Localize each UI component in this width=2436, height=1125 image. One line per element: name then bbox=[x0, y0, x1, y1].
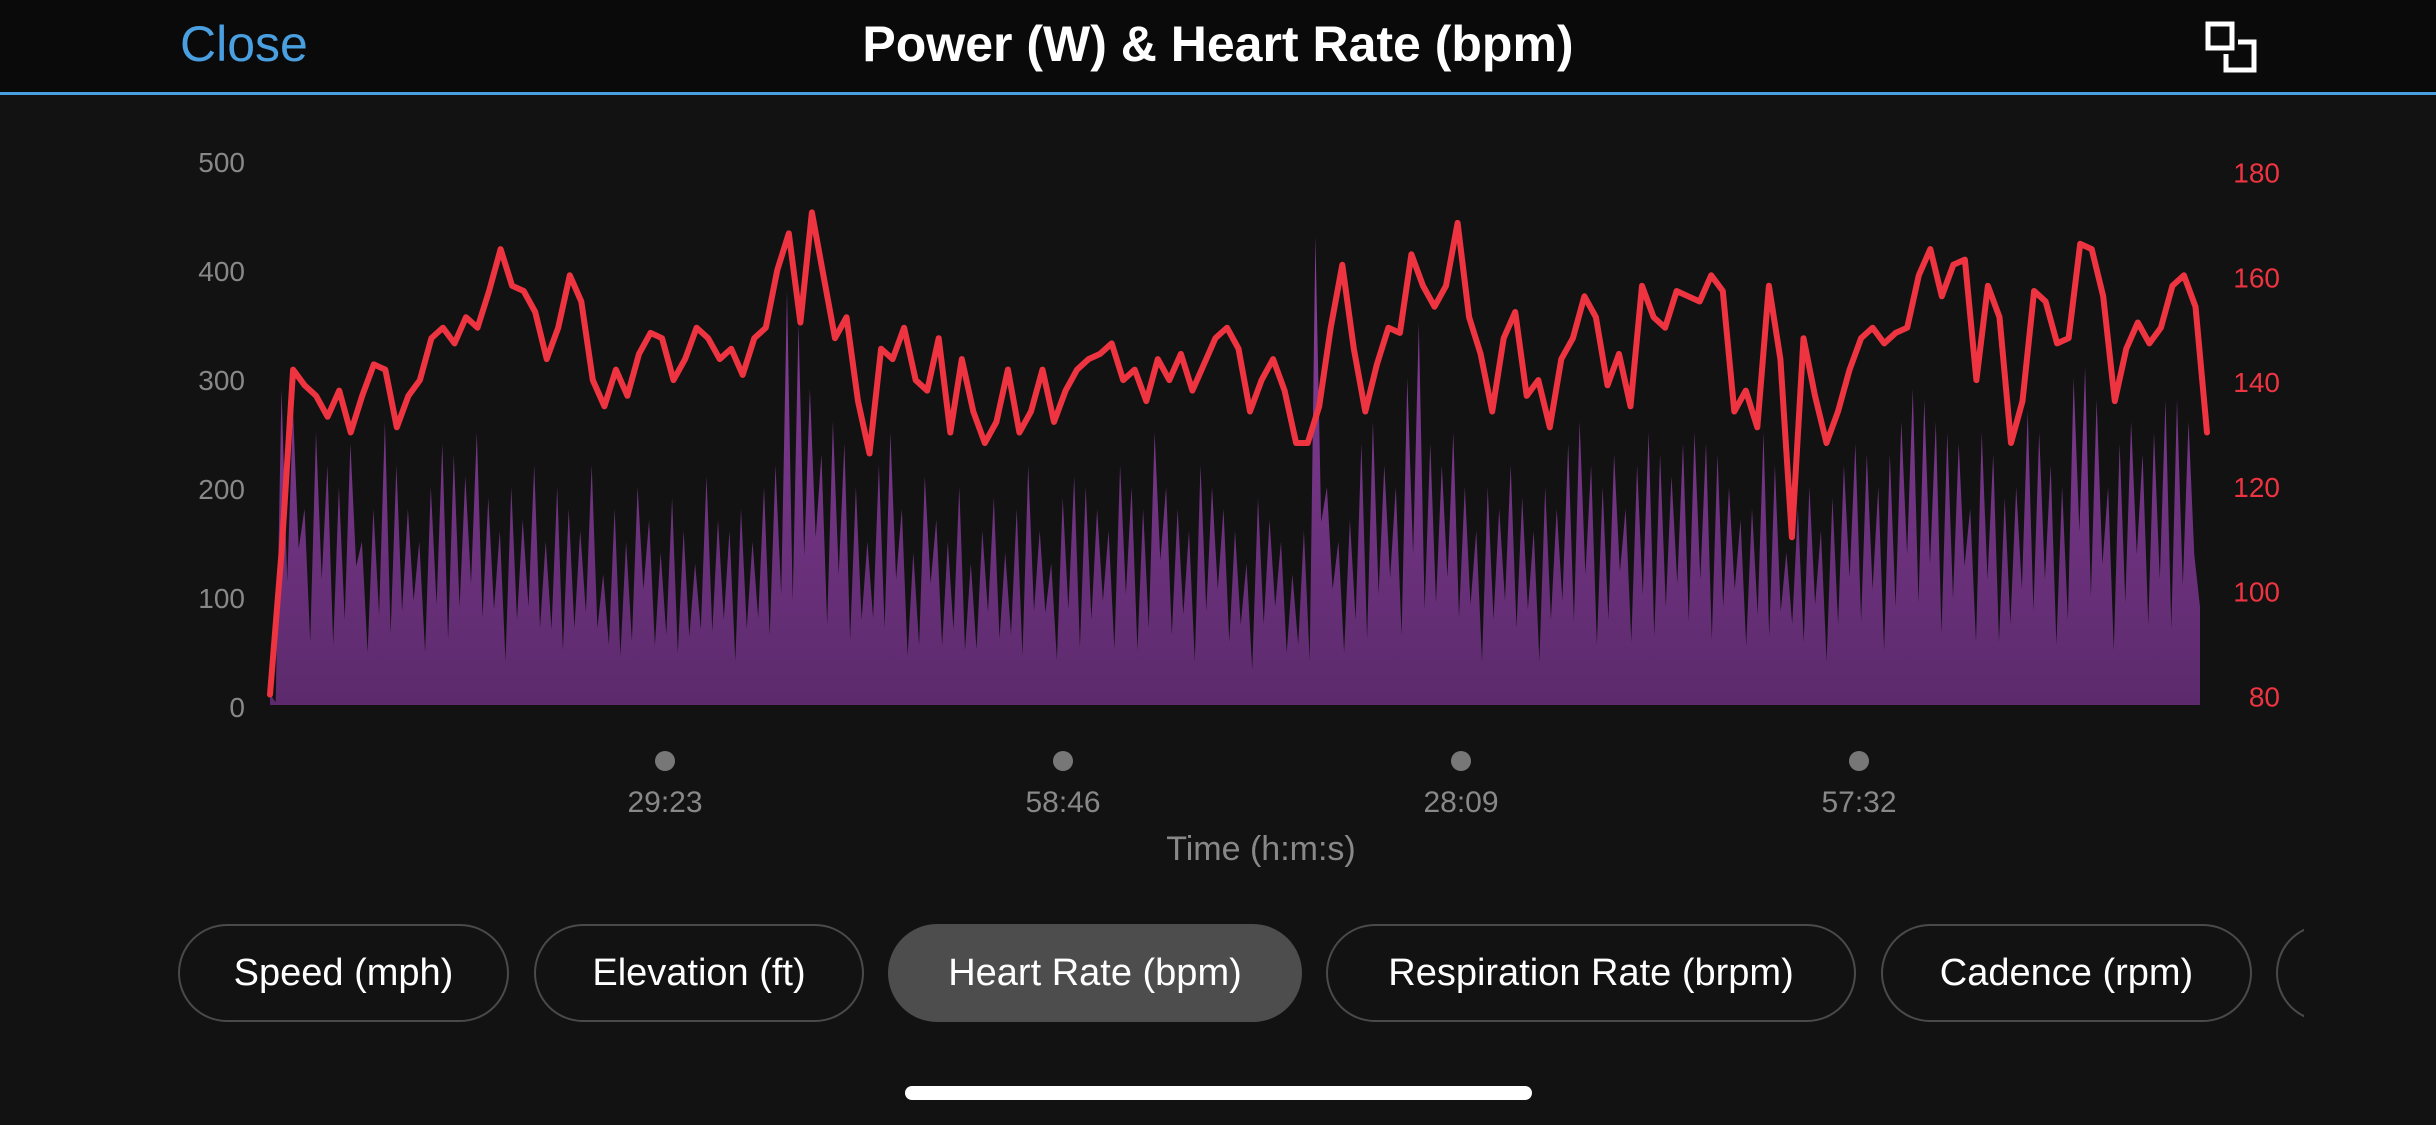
x-tick-label: 57:32 bbox=[1821, 786, 1896, 819]
y-left-tick-label: 300 bbox=[198, 365, 245, 396]
heart-rate-line bbox=[267, 209, 2210, 698]
y-right-tick-label: 160 bbox=[2233, 262, 2280, 293]
x-tick-dot bbox=[1849, 751, 1869, 771]
tab-more-partial[interactable] bbox=[2276, 924, 2304, 1022]
tab-cadence[interactable]: Cadence (rpm) bbox=[1881, 924, 2252, 1022]
y-right-tick-label: 140 bbox=[2233, 367, 2280, 398]
y-left-tick-label: 400 bbox=[198, 256, 245, 287]
y-left-tick-label: 500 bbox=[198, 147, 245, 178]
x-tick-dot bbox=[1053, 751, 1073, 771]
tab-speed[interactable]: Speed (mph) bbox=[178, 924, 509, 1022]
y-left-tick-label: 100 bbox=[198, 583, 245, 614]
header-bar: Close Power (W) & Heart Rate (bpm) bbox=[0, 0, 2436, 95]
tab-respiration-rate[interactable]: Respiration Rate (brpm) bbox=[1326, 924, 1856, 1022]
page-title: Power (W) & Heart Rate (bpm) bbox=[862, 16, 1574, 72]
x-tick-dot bbox=[1451, 751, 1471, 771]
close-button[interactable]: Close bbox=[180, 16, 308, 72]
y-right-tick-label: 80 bbox=[2249, 682, 2280, 713]
x-tick-label: 58:46 bbox=[1025, 786, 1100, 819]
y-right-tick-label: 120 bbox=[2233, 472, 2280, 503]
power-heart-rate-chart[interactable]: 0 100 200 300 400 500 80 100 120 140 160 180 29:23 58… bbox=[0, 0, 2436, 900]
tab-heart-rate[interactable]: Heart Rate (bpm) bbox=[888, 924, 1302, 1022]
y-right-tick-label: 180 bbox=[2233, 158, 2280, 189]
y-left-tick-label: 0 bbox=[229, 692, 245, 723]
expand-icon[interactable] bbox=[2204, 20, 2260, 76]
y-left-tick-label: 200 bbox=[198, 474, 245, 505]
tab-elevation[interactable]: Elevation (ft) bbox=[534, 924, 864, 1022]
x-axis-label: Time (h:m:s) bbox=[1166, 830, 1356, 868]
x-tick-label: 28:09 bbox=[1423, 786, 1498, 819]
home-indicator[interactable] bbox=[905, 1086, 1532, 1100]
metric-tabs: Speed (mph) Elevation (ft) Heart Rate (b… bbox=[0, 924, 2436, 1022]
y-right-tick-label: 100 bbox=[2233, 577, 2280, 608]
x-tick-label: 29:23 bbox=[627, 786, 702, 819]
power-area bbox=[270, 236, 2200, 706]
x-tick-dot bbox=[655, 751, 675, 771]
